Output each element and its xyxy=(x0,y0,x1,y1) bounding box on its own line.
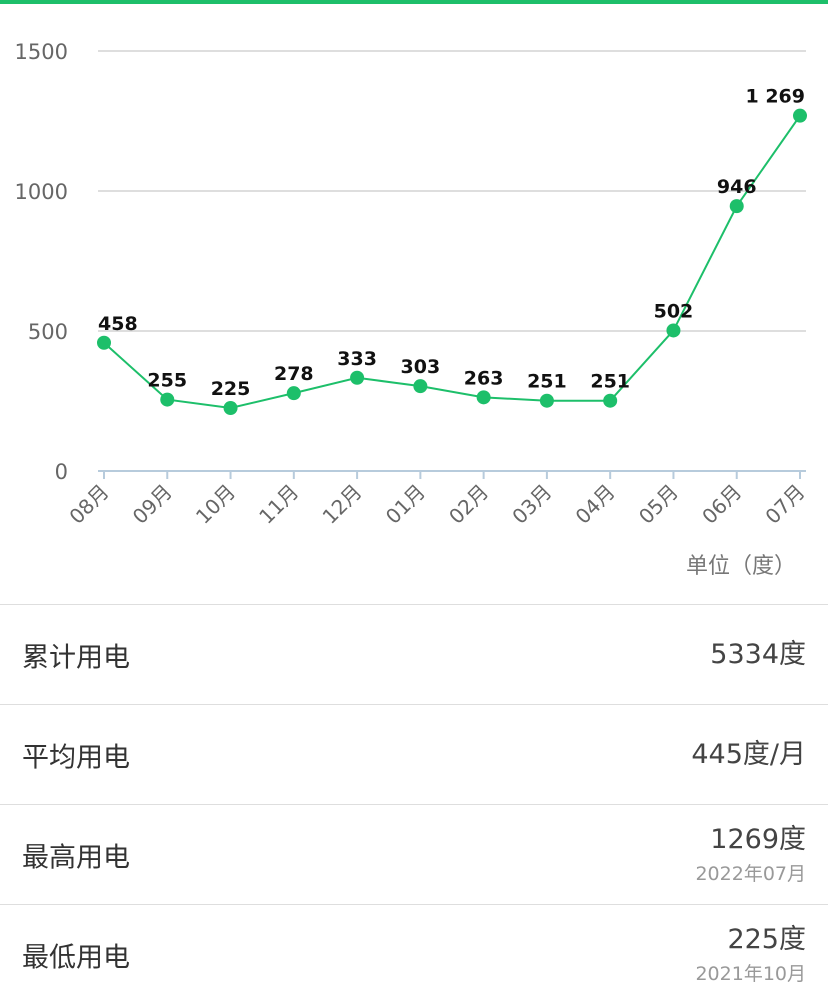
top-accent-bar xyxy=(0,0,828,4)
data-point xyxy=(223,401,238,415)
x-tick-label: 02月 xyxy=(444,480,493,529)
x-tick-label: 03月 xyxy=(507,480,556,529)
x-tick-label: 11月 xyxy=(254,480,303,529)
data-point xyxy=(350,370,365,385)
data-point xyxy=(603,393,618,408)
data-label: 502 xyxy=(654,300,694,322)
data-label: 1 269 xyxy=(746,86,806,108)
stat-value-group: 445度/月 xyxy=(691,705,806,804)
data-point xyxy=(286,386,301,401)
x-tick-label: 09月 xyxy=(128,480,177,529)
stat-label: 平均用电 xyxy=(22,742,130,773)
y-tick-label: 1000 xyxy=(15,180,68,204)
data-label: 255 xyxy=(147,370,187,392)
data-point xyxy=(97,335,111,350)
stat-value-group: 1269度 2022年07月 xyxy=(695,805,806,904)
data-point xyxy=(539,393,554,408)
data-label: 458 xyxy=(98,313,138,335)
x-tick-label: 07月 xyxy=(760,480,809,529)
x-axis: 08月 09月 10月 11月 12月 01月 02月 03月 04月 05月 06月 07月 xyxy=(64,470,810,529)
data-labels: 458 255 225 278 333 303 263 251 251 502 946 1 269 xyxy=(98,86,805,400)
stat-value: 1269度 xyxy=(710,823,806,855)
x-tick-label: 08月 xyxy=(64,480,113,529)
usage-line-chart: 0 500 1000 1500 08月 09月 10月 11月 12月 01月 02月 03月 04月… xyxy=(15,40,810,529)
y-tick-label: 0 xyxy=(55,460,68,484)
stat-value-group: 5334度 xyxy=(710,605,806,704)
data-label: 303 xyxy=(401,356,441,378)
data-point xyxy=(729,199,744,214)
stat-date: 2021年10月 xyxy=(695,962,806,985)
data-label: 225 xyxy=(211,378,251,400)
stat-label: 最低用电 xyxy=(22,942,130,973)
y-tick-label: 500 xyxy=(28,320,68,344)
stat-label: 最高用电 xyxy=(22,842,130,873)
stat-value: 445度/月 xyxy=(691,738,806,770)
data-label: 946 xyxy=(717,176,757,198)
grid-lines: 0 500 1000 1500 xyxy=(15,40,806,484)
data-point xyxy=(793,108,807,123)
stat-row-lowest: 最低用电 225度 2021年10月 xyxy=(0,904,828,1002)
data-point xyxy=(476,390,491,405)
stat-value-group: 225度 2021年10月 xyxy=(695,905,806,1002)
data-label: 278 xyxy=(274,363,314,385)
data-label: 263 xyxy=(464,367,504,389)
series-line-path xyxy=(103,115,801,410)
unit-label: 单位（度） xyxy=(685,554,796,579)
usage-stats: 累计用电 5334度 平均用电 445度/月 最高用电 1269度 2022年0… xyxy=(0,604,828,1002)
x-tick-label: 01月 xyxy=(381,480,430,529)
x-tick-label: 04月 xyxy=(571,480,620,529)
data-point xyxy=(413,379,428,394)
stat-row-highest: 最高用电 1269度 2022年07月 xyxy=(0,804,828,904)
x-tick-label: 10月 xyxy=(191,480,240,529)
data-point xyxy=(666,323,681,338)
stat-date: 2022年07月 xyxy=(695,862,806,885)
y-tick-label: 1500 xyxy=(15,40,68,64)
stat-row-average: 平均用电 445度/月 xyxy=(0,704,828,804)
data-label: 251 xyxy=(590,371,630,393)
x-tick-label: 12月 xyxy=(318,480,367,529)
x-tick-label: 06月 xyxy=(697,480,746,529)
data-point xyxy=(160,392,175,407)
stat-label: 累计用电 xyxy=(22,642,130,673)
stat-row-total: 累计用电 5334度 xyxy=(0,604,828,704)
data-label: 251 xyxy=(527,371,567,393)
series-line xyxy=(103,115,801,410)
stat-value: 225度 xyxy=(727,923,806,955)
data-label: 333 xyxy=(337,348,377,370)
usage-chart: 0 500 1000 1500 08月 09月 10月 11月 12月 01月 02月 03月 04月… xyxy=(0,4,828,604)
data-points xyxy=(97,108,807,415)
stat-value: 5334度 xyxy=(710,638,806,670)
x-tick-label: 05月 xyxy=(634,480,683,529)
